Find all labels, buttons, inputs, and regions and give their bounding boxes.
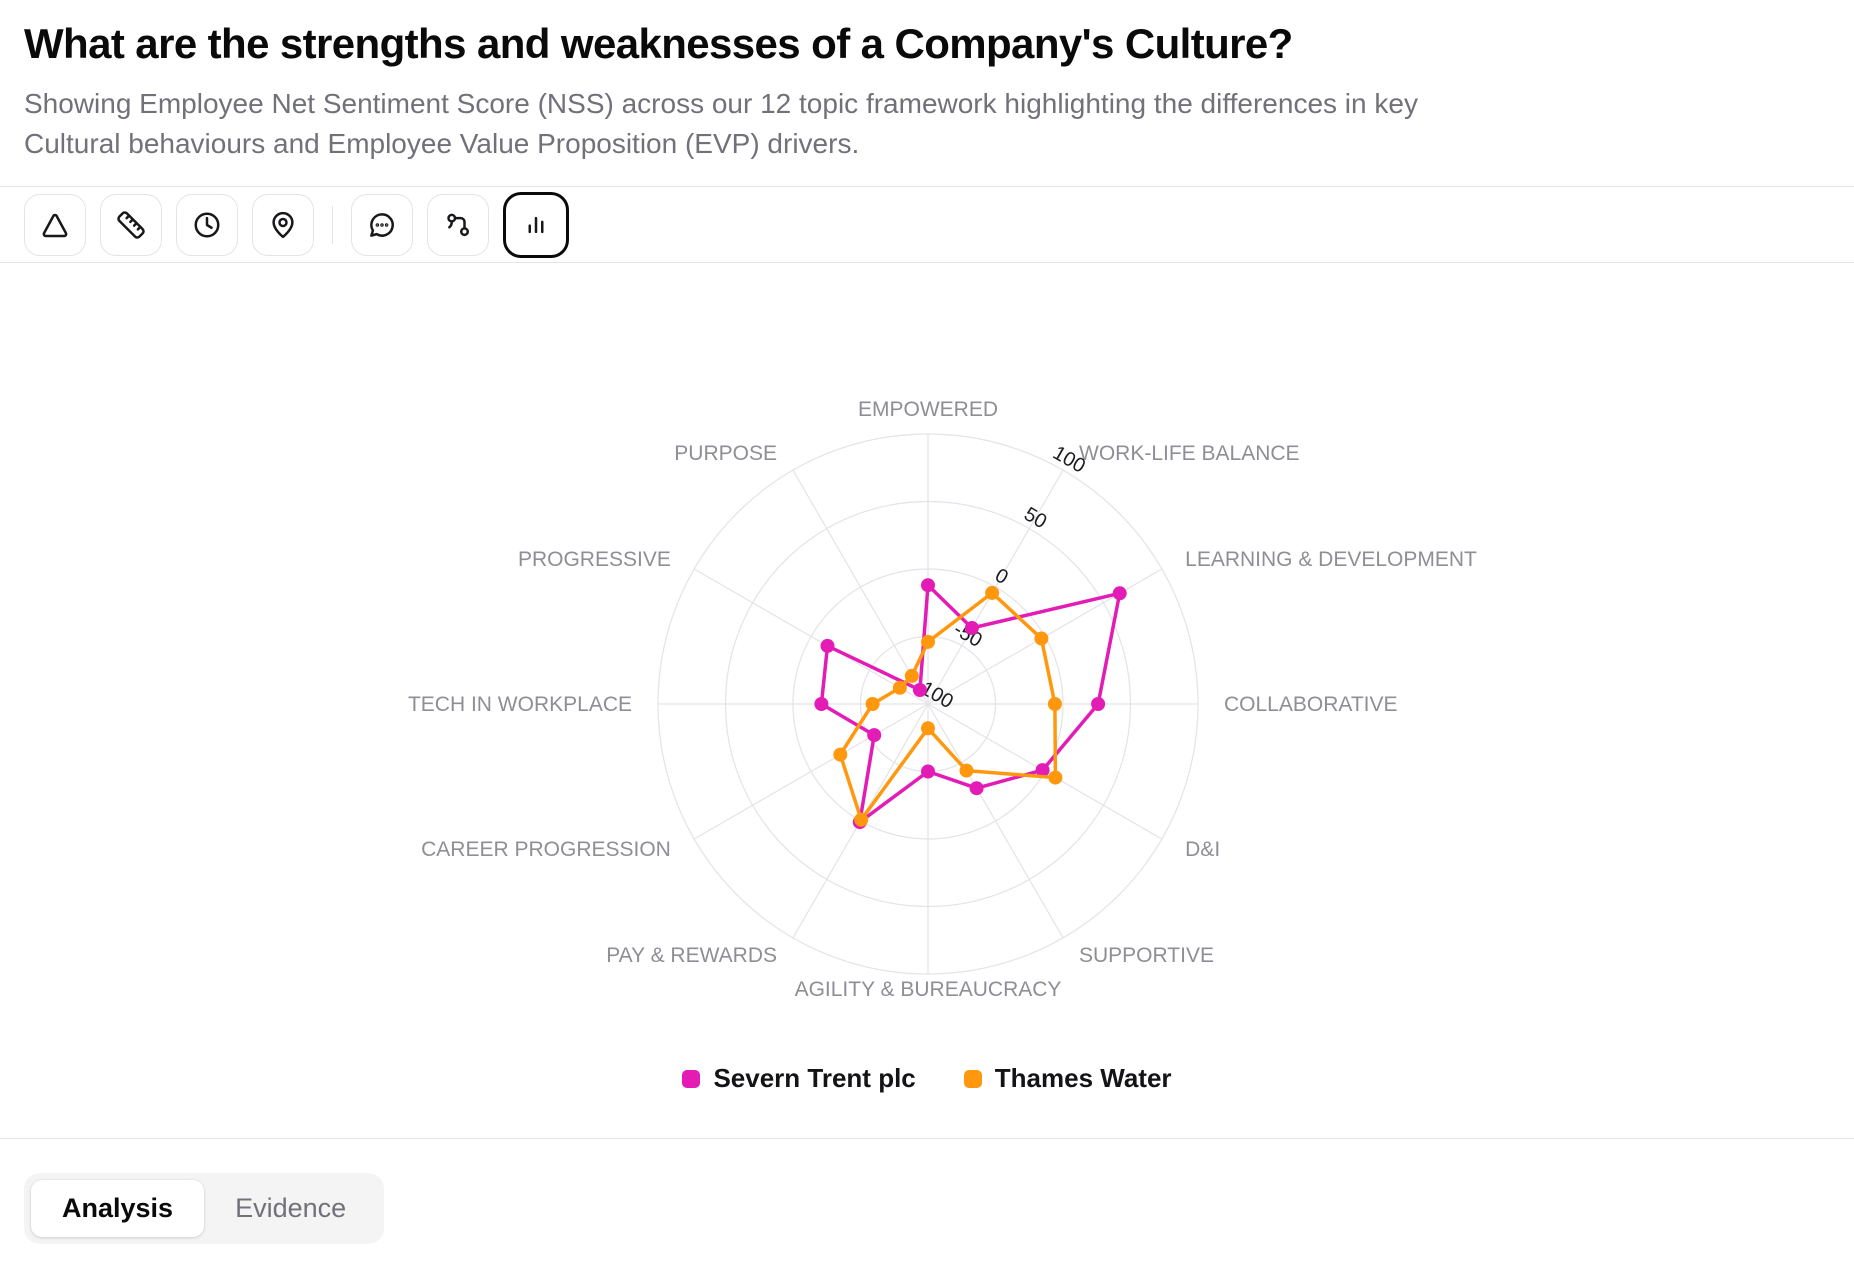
clock-tool-button[interactable] bbox=[176, 193, 238, 256]
radar-category-label: COLLABORATIVE bbox=[1224, 693, 1398, 716]
radar-data-point[interactable] bbox=[865, 697, 880, 711]
radar-chart-svg: EMPOWERED WORK-LIFE BALANCE LEARNING & DEV… bbox=[408, 398, 1477, 1001]
radar-data-point[interactable] bbox=[969, 781, 984, 796]
clock-icon bbox=[194, 212, 220, 237]
radar-data-point[interactable] bbox=[854, 812, 869, 827]
radar-category-label: D&I bbox=[1185, 838, 1220, 861]
route-tool-button[interactable] bbox=[427, 193, 489, 256]
legend-item-label: Severn Trent plc bbox=[713, 1063, 916, 1093]
radar-data-point[interactable] bbox=[892, 680, 907, 695]
radar-data-point[interactable] bbox=[964, 621, 979, 635]
ruler-tool-button[interactable] bbox=[100, 193, 162, 256]
radar-data-point[interactable] bbox=[1048, 770, 1063, 785]
radar-category-label: PURPOSE bbox=[674, 442, 777, 465]
radar-data-point[interactable] bbox=[867, 728, 882, 743]
radar-data-point[interactable] bbox=[1091, 697, 1106, 711]
radar-data-point[interactable] bbox=[904, 668, 919, 683]
radar-category-label: PROGRESSIVE bbox=[518, 548, 671, 571]
legend-item[interactable]: Severn Trent plc bbox=[682, 1063, 916, 1094]
radar-data-point[interactable] bbox=[912, 683, 927, 697]
page-subtitle: Showing Employee Net Sentiment Score (NS… bbox=[24, 88, 1418, 159]
radar-category-label: PAY & REWARDS bbox=[606, 944, 777, 967]
radar-category-label: TECH IN WORKPLACE bbox=[408, 693, 632, 716]
radar-data-point[interactable] bbox=[1047, 697, 1062, 711]
chat-icon bbox=[370, 212, 394, 237]
radar-category-label: AGILITY & BUREAUCRACY bbox=[795, 978, 1062, 1001]
radar-category-label: EMPOWERED bbox=[858, 398, 998, 421]
tab-evidence[interactable]: Evidence bbox=[204, 1180, 377, 1237]
radar-data-point[interactable] bbox=[814, 697, 829, 711]
radar-axis-line bbox=[693, 703, 929, 840]
triangle-icon bbox=[42, 213, 68, 237]
radar-data-point[interactable] bbox=[820, 638, 835, 653]
legend-swatch bbox=[963, 1069, 982, 1088]
radar-data-point[interactable] bbox=[921, 721, 935, 736]
toolbar bbox=[0, 186, 1854, 263]
radar-axis-line bbox=[927, 703, 1064, 939]
radar-data-point[interactable] bbox=[921, 578, 935, 593]
footer: Analysis Evidence bbox=[0, 1139, 1854, 1244]
chart-section: EMPOWERED WORK-LIFE BALANCE LEARNING & DEV… bbox=[0, 263, 1854, 1139]
legend-swatch bbox=[682, 1069, 701, 1088]
chat-tool-button[interactable] bbox=[351, 193, 413, 256]
tab-group: Analysis Evidence bbox=[24, 1173, 385, 1244]
ruler-icon bbox=[117, 210, 145, 239]
radar-data-point[interactable] bbox=[959, 763, 974, 778]
radar-category-label: CAREER PROGRESSION bbox=[421, 838, 671, 861]
tab-analysis[interactable]: Analysis bbox=[31, 1180, 205, 1237]
map-pin-tool-button[interactable] bbox=[252, 193, 314, 256]
radar-axis-line bbox=[693, 568, 929, 705]
route-icon bbox=[447, 213, 470, 236]
radar-data-point[interactable] bbox=[1034, 631, 1049, 646]
legend-item-label: Thames Water bbox=[994, 1063, 1172, 1093]
header: What are the strengths and weaknesses of… bbox=[0, 0, 1854, 164]
bar-chart-icon bbox=[528, 216, 544, 233]
radar-tick-label: 50 bbox=[1020, 503, 1050, 533]
radar-category-label: SUPPORTIVE bbox=[1079, 944, 1214, 967]
radar-data-point[interactable] bbox=[1035, 763, 1050, 778]
radar-category-label: WORK-LIFE BALANCE bbox=[1079, 442, 1300, 465]
legend-item[interactable]: Thames Water bbox=[963, 1063, 1172, 1094]
radar-axis-line bbox=[792, 469, 929, 705]
page-title: What are the strengths and weaknesses of… bbox=[24, 20, 1293, 67]
radar-data-point[interactable] bbox=[921, 764, 935, 779]
radar-data-point[interactable] bbox=[921, 634, 935, 649]
bar-chart-tool-button[interactable] bbox=[503, 191, 569, 258]
radar-tick-label: 0 bbox=[991, 564, 1012, 589]
toolbar-divider bbox=[332, 205, 333, 244]
triangle-tool-button[interactable] bbox=[24, 193, 86, 256]
radar-category-label: LEARNING & DEVELOPMENT bbox=[1185, 548, 1477, 571]
radar-data-point[interactable] bbox=[1112, 586, 1127, 601]
radar-data-point[interactable] bbox=[985, 585, 1000, 600]
map-pin-icon bbox=[272, 211, 294, 238]
radar-data-point[interactable] bbox=[833, 747, 848, 762]
chart-legend: Severn Trent plc Thames Water bbox=[0, 1063, 1854, 1094]
